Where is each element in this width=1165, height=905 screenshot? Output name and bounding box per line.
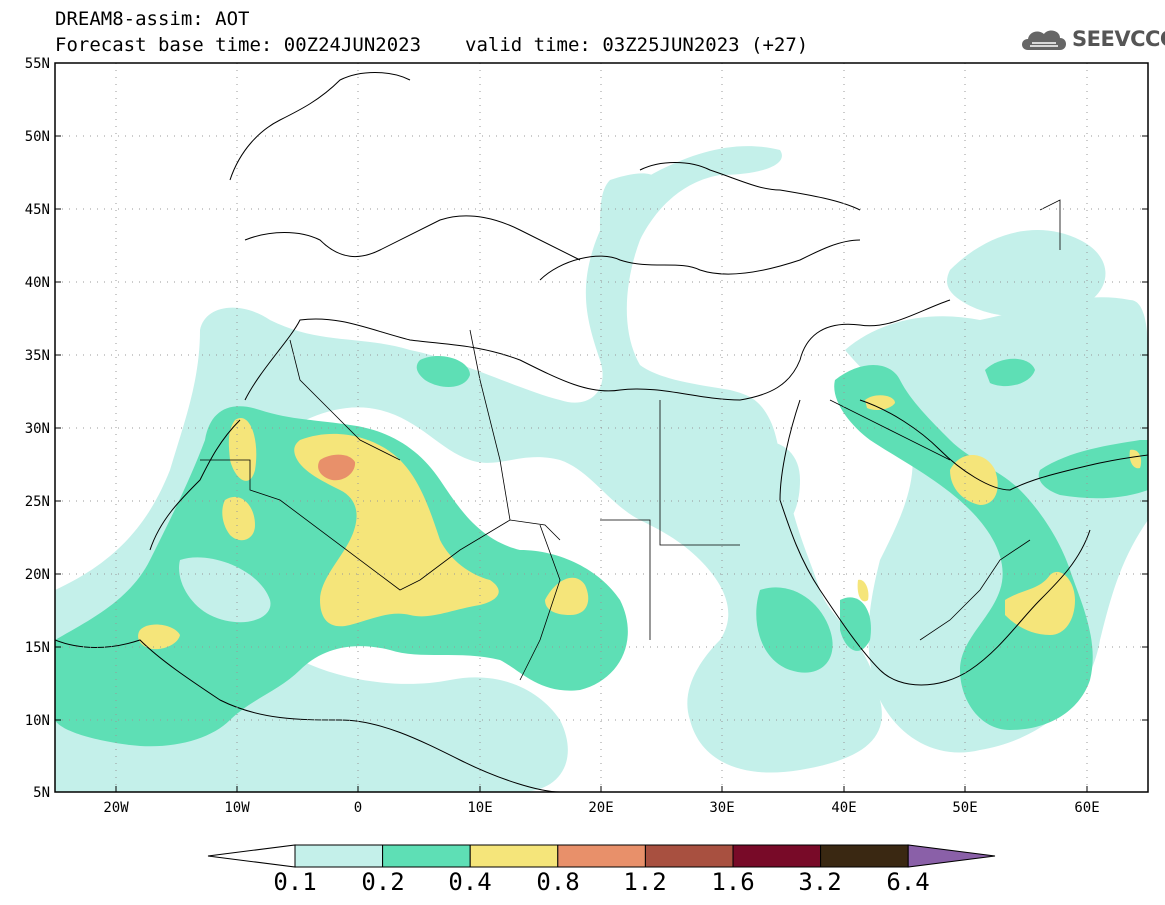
colorbar-label: 0.4 <box>448 868 492 896</box>
colorbar-label: 0.1 <box>273 868 317 896</box>
logo-text: SEEVCCC <box>1072 27 1165 51</box>
lat-label: 5N <box>33 785 50 801</box>
aot-level-0-8 <box>318 454 356 481</box>
lon-label: 50E <box>952 800 977 816</box>
lat-label: 55N <box>25 56 50 72</box>
lat-label: 50N <box>25 129 50 145</box>
colorbar-label: 0.8 <box>536 868 580 896</box>
base-time: Forecast base time: 00Z24JUN2023 <box>55 34 422 56</box>
colorbar-label: 1.2 <box>623 868 667 896</box>
lat-label: 15N <box>25 640 50 656</box>
lon-label: 30E <box>709 800 734 816</box>
time-info: Forecast base time: 00Z24JUN2023 valid ti… <box>55 34 808 56</box>
lat-label: 45N <box>25 202 50 218</box>
colorbar <box>207 844 996 868</box>
colorbar-segment <box>294 844 384 868</box>
lat-label: 10N <box>25 713 50 729</box>
valid-time: valid time: 03Z25JUN2023 (+27) <box>465 34 809 56</box>
colorbar-label: 0.2 <box>361 868 405 896</box>
lon-label: 60E <box>1074 800 1099 816</box>
colorbar-segment <box>820 844 909 868</box>
lat-label: 25N <box>25 494 50 510</box>
lat-label: 20N <box>25 567 50 583</box>
lon-label: 20W <box>103 800 129 816</box>
seevccc-logo: SEEVCCC <box>1018 24 1165 56</box>
colorbar-segment-under <box>207 844 296 868</box>
cloud-icon <box>1022 30 1066 50</box>
lon-label: 0 <box>354 800 362 816</box>
colorbar-label: 6.4 <box>886 868 930 896</box>
lat-label: 30N <box>25 421 50 437</box>
colorbar-segment <box>644 844 734 868</box>
aot-fields <box>55 72 1148 792</box>
colorbar-segment <box>557 844 646 868</box>
colorbar-segment <box>469 844 559 868</box>
lat-label: 35N <box>25 348 50 364</box>
colorbar-segment <box>382 844 471 868</box>
colorbar-segment-over <box>907 844 996 868</box>
lat-label: 40N <box>25 275 50 291</box>
lon-label: 40E <box>831 800 856 816</box>
lon-label: 20E <box>588 800 613 816</box>
coastlines <box>55 72 1148 792</box>
lon-label: 10W <box>224 800 250 816</box>
axis-ticks <box>55 135 1148 792</box>
colorbar-segment <box>732 844 822 868</box>
colorbar-label: 1.6 <box>711 868 755 896</box>
colorbar-label: 3.2 <box>798 868 842 896</box>
borders <box>200 199 1061 681</box>
lat-labels: 55N 50N 45N 40N 35N 30N 25N 20N 15N 10N … <box>25 56 50 801</box>
lon-labels: 20W 10W 0 10E 20E 30E 40E 50E 60E <box>103 800 1099 816</box>
lon-label: 10E <box>467 800 492 816</box>
aot-level-0-4 <box>138 395 1142 650</box>
graticule <box>55 63 1148 792</box>
map-title: DREAM8-assim: AOT <box>55 8 250 30</box>
